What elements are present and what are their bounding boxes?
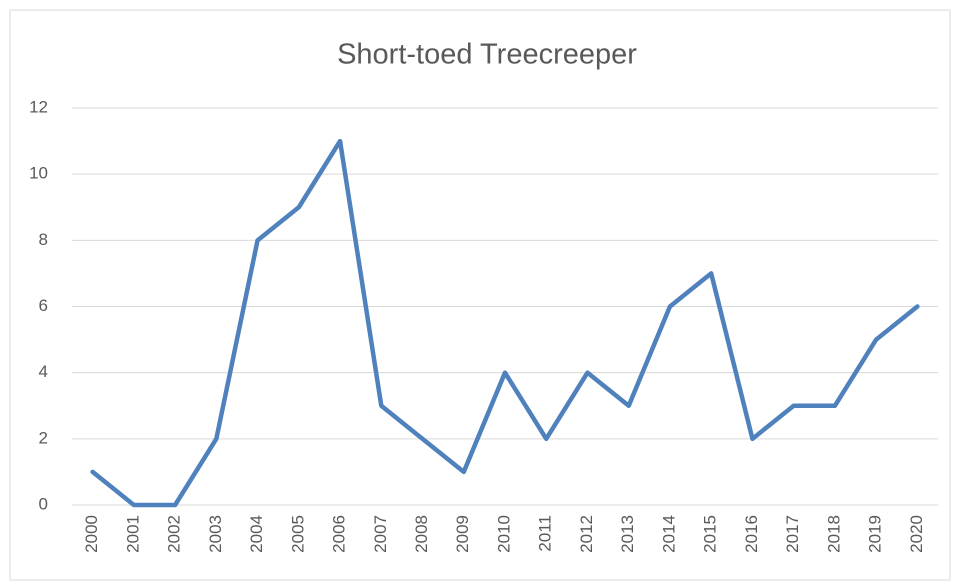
chart-frame (9, 9, 951, 581)
y-tick-label: 6 (39, 296, 48, 315)
x-tick-label: 2002 (165, 515, 184, 553)
x-tick-label: 2017 (783, 515, 802, 553)
y-tick-label: 10 (29, 164, 48, 183)
y-tick-label: 2 (39, 428, 48, 447)
x-tick-label: 2011 (536, 515, 555, 552)
x-tick-label: 2014 (659, 515, 678, 553)
x-tick-label: 2009 (453, 515, 472, 553)
x-tick-label: 2015 (701, 515, 720, 553)
x-tick-label: 2012 (577, 515, 596, 553)
x-tick-label: 2020 (907, 515, 926, 553)
y-tick-label: 8 (39, 230, 48, 249)
y-tick-label: 12 (29, 97, 48, 116)
chart-title: Short-toed Treecreeper (337, 39, 637, 71)
x-tick-label: 2016 (742, 515, 761, 553)
x-tick-label: 2000 (82, 515, 101, 553)
y-tick-label: 4 (39, 362, 48, 381)
x-tick-label: 2008 (412, 515, 431, 553)
x-tick-label: 2013 (618, 515, 637, 553)
x-tick-label: 2004 (247, 515, 266, 553)
x-tick-label: 2018 (824, 515, 843, 553)
x-tick-label: 2005 (288, 515, 307, 553)
x-tick-label: 2010 (494, 515, 513, 553)
x-tick-label: 2006 (330, 515, 349, 553)
x-tick-label: 2019 (866, 515, 885, 553)
y-tick-label: 0 (39, 494, 48, 513)
x-tick-label: 2007 (371, 515, 390, 553)
x-tick-label: 2003 (206, 515, 225, 553)
data-line (90, 138, 920, 508)
x-tick-label: 2001 (123, 515, 142, 553)
